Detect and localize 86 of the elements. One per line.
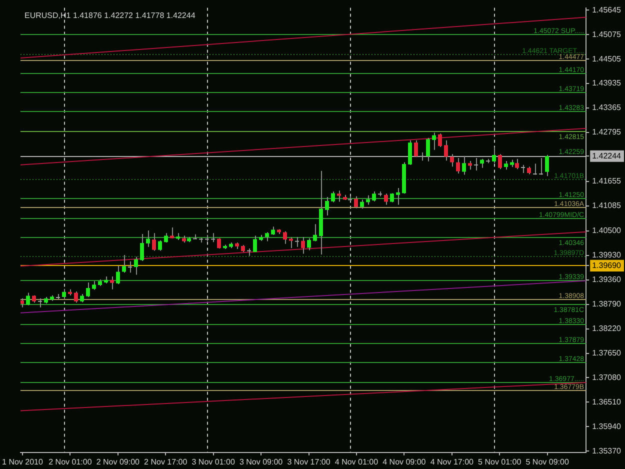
candlestick [408,140,412,166]
y-tick-label: 1.35940 [592,422,622,431]
candlestick [372,190,376,202]
candlestick [498,154,502,170]
candlestick [158,240,162,252]
y-tick-label: 1.39930 [592,250,622,260]
x-tick-label: 2 Nov 09:00 [96,457,140,466]
y-tick-label: 1.39690 [592,260,622,270]
candlestick [301,236,305,254]
y-tick-label: 1.37650 [592,348,622,358]
x-tick-label: 4 Nov 17:00 [430,457,474,466]
candlestick [533,163,537,176]
y-tick-label: 1.43935 [592,78,622,88]
candlestick [426,137,430,162]
candlestick [152,232,156,252]
candlestick [456,158,460,174]
y-tick-label: 1.41085 [592,201,622,210]
y-tick-label: 1.40500 [592,226,622,236]
candlestick [325,196,329,216]
candlestick [128,260,132,274]
candlestick [38,298,42,308]
candlestick [86,282,90,298]
candlestick [211,232,215,243]
candlestick [480,158,484,168]
candlestick [295,236,299,248]
candlestick [164,232,168,244]
candlestick [265,232,269,242]
candlestick [134,256,138,276]
candlestick [289,236,293,249]
candlestick [253,235,257,252]
candlestick [170,227,174,239]
y-tick-label: 1.43365 [592,103,622,112]
candlestick [116,265,120,285]
candlestick [384,193,388,206]
candlestick [140,233,144,262]
x-tick-label: 2 Nov 01:00 [48,457,92,466]
candlestick [366,194,370,206]
candlestick [337,190,341,202]
candlestick [110,276,114,290]
y-tick-label: 1.45075 [592,30,622,39]
x-tick-label: 4 Nov 01:00 [334,457,379,466]
x-tick-label: 3 Nov 17:00 [287,457,331,466]
x-tick-label: 2 Nov 17:00 [144,457,188,466]
candlestick [313,224,317,242]
candlestick [360,199,364,210]
y-tick-label: 1.35370 [592,446,622,456]
x-tick-label: 4 Nov 09:00 [382,457,426,466]
y-tick-label: 1.39360 [592,275,622,284]
candlestick [283,230,287,244]
y-tick-label: 1.42795 [592,128,622,137]
candlestick [432,132,436,150]
x-tick-label: 3 Nov 09:00 [239,457,284,466]
candlestick [539,158,543,176]
y-tick-label: 1.38790 [592,300,622,309]
candlestick [74,290,78,304]
y-tick-label: 1.42244 [592,151,622,160]
candlestick [462,155,466,176]
x-tick-label: 1 Nov 2010 [2,457,44,466]
candlestick [450,154,454,168]
candlestick [396,188,400,206]
y-tick-label: 1.41655 [592,176,622,186]
candlestick [20,298,24,308]
chart-title: EURUSD,H1 1.41876 1.42272 1.41778 1.42244 [24,10,196,20]
candlestick [515,158,519,170]
candlestick [474,158,478,171]
candlestick [444,140,448,162]
candlestick [122,254,126,274]
candlestick [354,196,358,209]
x-tick-label: 3 Nov 01:00 [192,457,236,466]
candlestick [545,154,549,177]
candlestick [414,140,418,158]
candlestick [307,238,311,251]
candlestick [62,288,66,299]
y-tick-label: 1.45645 [592,5,622,14]
x-tick-label: 5 Nov 01:00 [478,457,522,466]
candlestick [146,230,150,248]
candlestick [438,133,442,148]
candlestick [26,292,30,306]
y-tick-label: 1.38220 [592,324,622,334]
y-tick-label: 1.36510 [592,397,622,406]
candlestick [247,248,251,256]
y-tick-label: 1.37080 [592,372,622,382]
candlestick [492,146,496,164]
candlestick [331,190,335,203]
x-tick-label: 5 Nov 09:00 [526,457,570,466]
y-tick-label: 1.44505 [592,54,622,64]
